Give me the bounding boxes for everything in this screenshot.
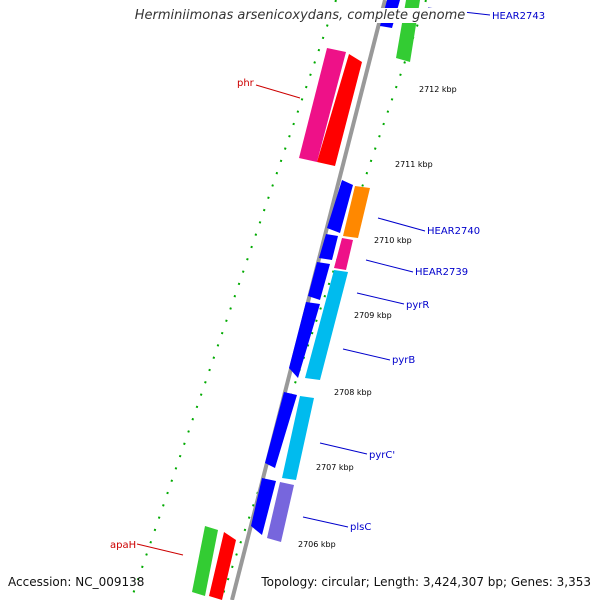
gene-block-plsC[interactable] [251, 478, 294, 542]
gene-block-2740[interactable] [327, 180, 370, 238]
label-pyrR: pyrR [406, 300, 429, 311]
gene-blue-2739 [319, 234, 338, 260]
leader-pyrR [356, 292, 405, 305]
tick-label-2706: 2706 kbp [298, 540, 336, 549]
tick-label-2708: 2708 kbp [334, 388, 372, 397]
gene-phr[interactable] [299, 48, 362, 166]
tick-label-2712: 2712 kbp [419, 85, 457, 94]
gene-blue-pyrB [289, 302, 320, 378]
label-pyrB: pyrB [392, 355, 415, 366]
tick-label-2709: 2709 kbp [354, 311, 392, 320]
gene-blue-pyrR [308, 262, 330, 300]
leader-plsC [302, 516, 349, 528]
gene-pink-2739 [334, 238, 353, 270]
leader-phr [255, 84, 301, 99]
gene-apaH[interactable] [192, 526, 236, 600]
gene-block-pyrR[interactable] [308, 262, 330, 300]
gene-block-pyrC[interactable] [265, 392, 314, 480]
tick-label-2711: 2711 kbp [395, 160, 433, 169]
tick-label-2707: 2707 kbp [316, 463, 354, 472]
gene-cyan-pyrB [305, 270, 348, 380]
gene-purple-plsC [267, 482, 294, 542]
label-plsC: plsC [350, 522, 371, 533]
label-hear2739: HEAR2739 [415, 267, 468, 278]
gene-cyan-pyrC [282, 396, 314, 480]
gene-phr-red [317, 54, 362, 166]
inner-ruler [130, 0, 337, 600]
label-apaH: apaH [110, 540, 136, 551]
accession-text: Accession: NC_009138 [8, 575, 145, 589]
genome-title-text: Herminiimonas arsenicoxydans, complete g… [132, 8, 468, 23]
gene-blue-2740 [327, 180, 353, 233]
leader-apaH [136, 543, 184, 556]
inner-ruler-line [130, 0, 337, 600]
gene-green-apaH [192, 526, 218, 596]
gene-block-pyrB[interactable] [289, 270, 348, 380]
leader-pyrB [342, 348, 391, 361]
gene-orange-2740 [343, 186, 370, 238]
leader-hear2739 [365, 259, 414, 273]
label-hear2743: HEAR2743 [492, 11, 545, 22]
outer-ruler [220, 0, 427, 600]
tick-labels: 2712 kbp 2711 kbp 2710 kbp 2709 kbp 2708… [298, 85, 457, 549]
outer-ruler-line [220, 0, 427, 600]
gene-red-apaH [209, 532, 236, 600]
tick-label-2710: 2710 kbp [374, 236, 412, 245]
leader-pyrC [319, 442, 368, 455]
gene-blue-plsC [251, 478, 276, 535]
label-pyrC: pyrC' [369, 450, 395, 461]
leader-hear2740 [377, 217, 426, 232]
gene-phr-pink [299, 48, 346, 162]
topology-text: Topology: circular; Length: 3,424,307 bp… [261, 575, 591, 589]
gene-block-2739[interactable] [319, 234, 353, 270]
gene-blue-pyrC [265, 392, 297, 468]
leader-lines [136, 7, 491, 556]
label-phr: phr [237, 78, 255, 89]
label-hear2740: HEAR2740 [427, 226, 480, 237]
genome-title: Herminiimonas arsenicoxydans, complete g… [0, 8, 600, 23]
